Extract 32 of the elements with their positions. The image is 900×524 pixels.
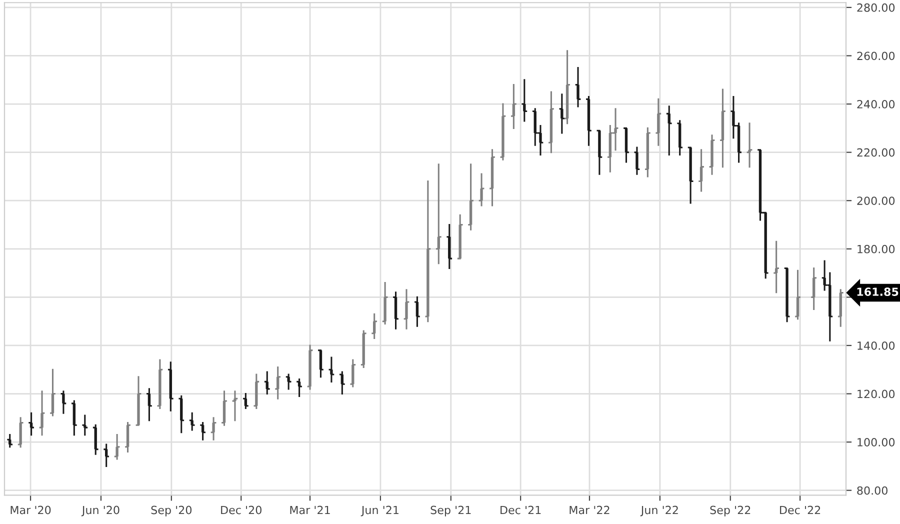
candlestick — [469, 164, 472, 230]
annotation: 161.85 — [857, 288, 898, 296]
y-tick-label: 200.00 — [857, 196, 895, 205]
y-tick-label: 240.00 — [857, 100, 895, 108]
x-tick-label: Mar '20 — [10, 506, 51, 514]
y-tick-label: 260.00 — [857, 52, 895, 60]
y-tick-label: 120.00 — [858, 390, 895, 398]
x-tick-label: Sep '21 — [430, 506, 471, 516]
x-tick-label: Jun '22 — [640, 506, 678, 516]
candlestick — [201, 422, 204, 440]
x-tick-label: Dec '22 — [780, 506, 820, 514]
x-tick-label: Mar '21 — [290, 506, 330, 514]
x-tick-label: Sep '22 — [710, 506, 750, 516]
candlestick — [416, 296, 419, 327]
candlestick — [646, 127, 650, 178]
candlestick — [512, 84, 516, 129]
y-tick-label: 100.00 — [858, 438, 895, 446]
x-tick-label: Sep '20 — [151, 506, 192, 516]
y-tick-label: 280.00 — [857, 3, 895, 12]
candlestick — [244, 393, 248, 410]
x-tick-label: Jun '20 — [81, 506, 120, 516]
candlestick — [72, 400, 76, 436]
x-tick-label: Dec '20 — [221, 506, 262, 514]
x-tick-label: Mar '22 — [570, 506, 610, 514]
y-tick-label: 180.00 — [858, 244, 895, 254]
y-tick-label: 140.00 — [858, 341, 895, 350]
x-tick-label: Dec '21 — [500, 506, 541, 514]
y-tick-label: 80.00 — [857, 486, 888, 495]
candlestick — [550, 91, 553, 154]
y-tick-label: 220.00 — [857, 148, 895, 157]
candlestick — [148, 388, 151, 422]
x-tick-label: Jun '21 — [360, 506, 398, 516]
